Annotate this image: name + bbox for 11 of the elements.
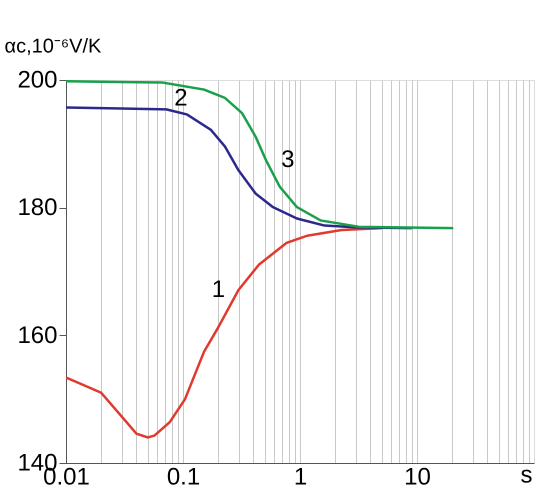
x-tick-label: 10 bbox=[404, 464, 431, 490]
series-label: 2 bbox=[174, 84, 188, 112]
y-tick-label: 160 bbox=[17, 322, 58, 349]
y-tick-label: 180 bbox=[17, 194, 58, 222]
series-label: 3 bbox=[281, 146, 294, 173]
y-axis-title: αc,10⁻⁶V/K bbox=[4, 36, 102, 58]
x-axis-title: s bbox=[520, 462, 532, 488]
x-tick-label: 1 bbox=[294, 464, 308, 490]
x-tick-label: 0.1 bbox=[166, 464, 200, 490]
y-tick-label: 200 bbox=[17, 66, 58, 94]
series-label: 1 bbox=[212, 276, 226, 304]
